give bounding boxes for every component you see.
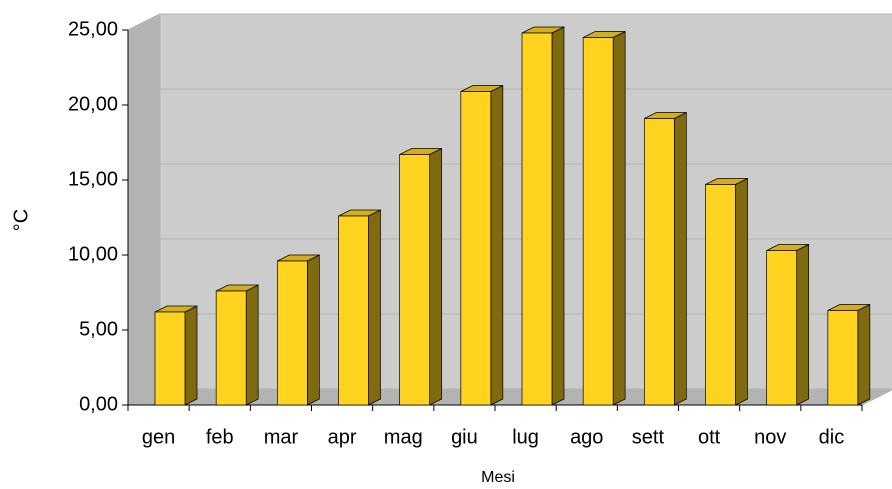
x-tick-label: apr — [328, 426, 357, 448]
bar — [215, 290, 247, 406]
bar — [460, 91, 492, 406]
bar — [766, 250, 798, 406]
bar — [643, 118, 675, 406]
x-tick-label: sett — [632, 426, 665, 448]
x-tick-label: ago — [570, 426, 603, 448]
bar-side — [184, 305, 198, 406]
x-tick-label: mar — [264, 426, 299, 448]
y-tick-label: 20,00 — [68, 93, 118, 115]
bar-side — [490, 84, 504, 406]
bar — [827, 310, 859, 406]
bar-side — [368, 209, 381, 406]
bar-side — [245, 284, 259, 406]
bar-side — [857, 303, 871, 406]
x-tick-label: giu — [451, 426, 478, 448]
x-tick-label: mag — [384, 426, 423, 448]
x-tick-label: ott — [698, 426, 721, 448]
bar-side — [551, 26, 565, 406]
x-tick-label: gen — [142, 426, 175, 448]
bar-side — [429, 147, 443, 406]
y-tick-label: 5,00 — [79, 318, 118, 340]
x-tick-label: feb — [206, 426, 234, 448]
grid-line — [127, 88, 892, 106]
bar-side — [735, 177, 748, 406]
x-axis-label: Mesi — [481, 469, 515, 486]
bar — [399, 154, 431, 406]
bar-side — [796, 243, 810, 406]
bar-side — [306, 254, 320, 406]
bar — [582, 37, 614, 406]
x-tick-label: nov — [754, 426, 786, 448]
bar-side — [673, 111, 687, 406]
bar-side — [612, 30, 626, 406]
bar — [276, 260, 308, 406]
y-tick-label: 15,00 — [68, 168, 118, 190]
bar — [154, 311, 186, 406]
y-tick-label: 0,00 — [79, 393, 118, 415]
bar — [705, 184, 736, 406]
bar — [521, 32, 553, 406]
bar — [338, 215, 369, 406]
y-axis-label: °C — [10, 209, 32, 231]
x-tick-label: dic — [819, 426, 845, 448]
y-tick-label: 25,00 — [68, 18, 118, 40]
grid-line — [127, 13, 892, 31]
x-tick-label: lug — [512, 426, 539, 448]
y-tick-label: 10,00 — [68, 243, 118, 265]
